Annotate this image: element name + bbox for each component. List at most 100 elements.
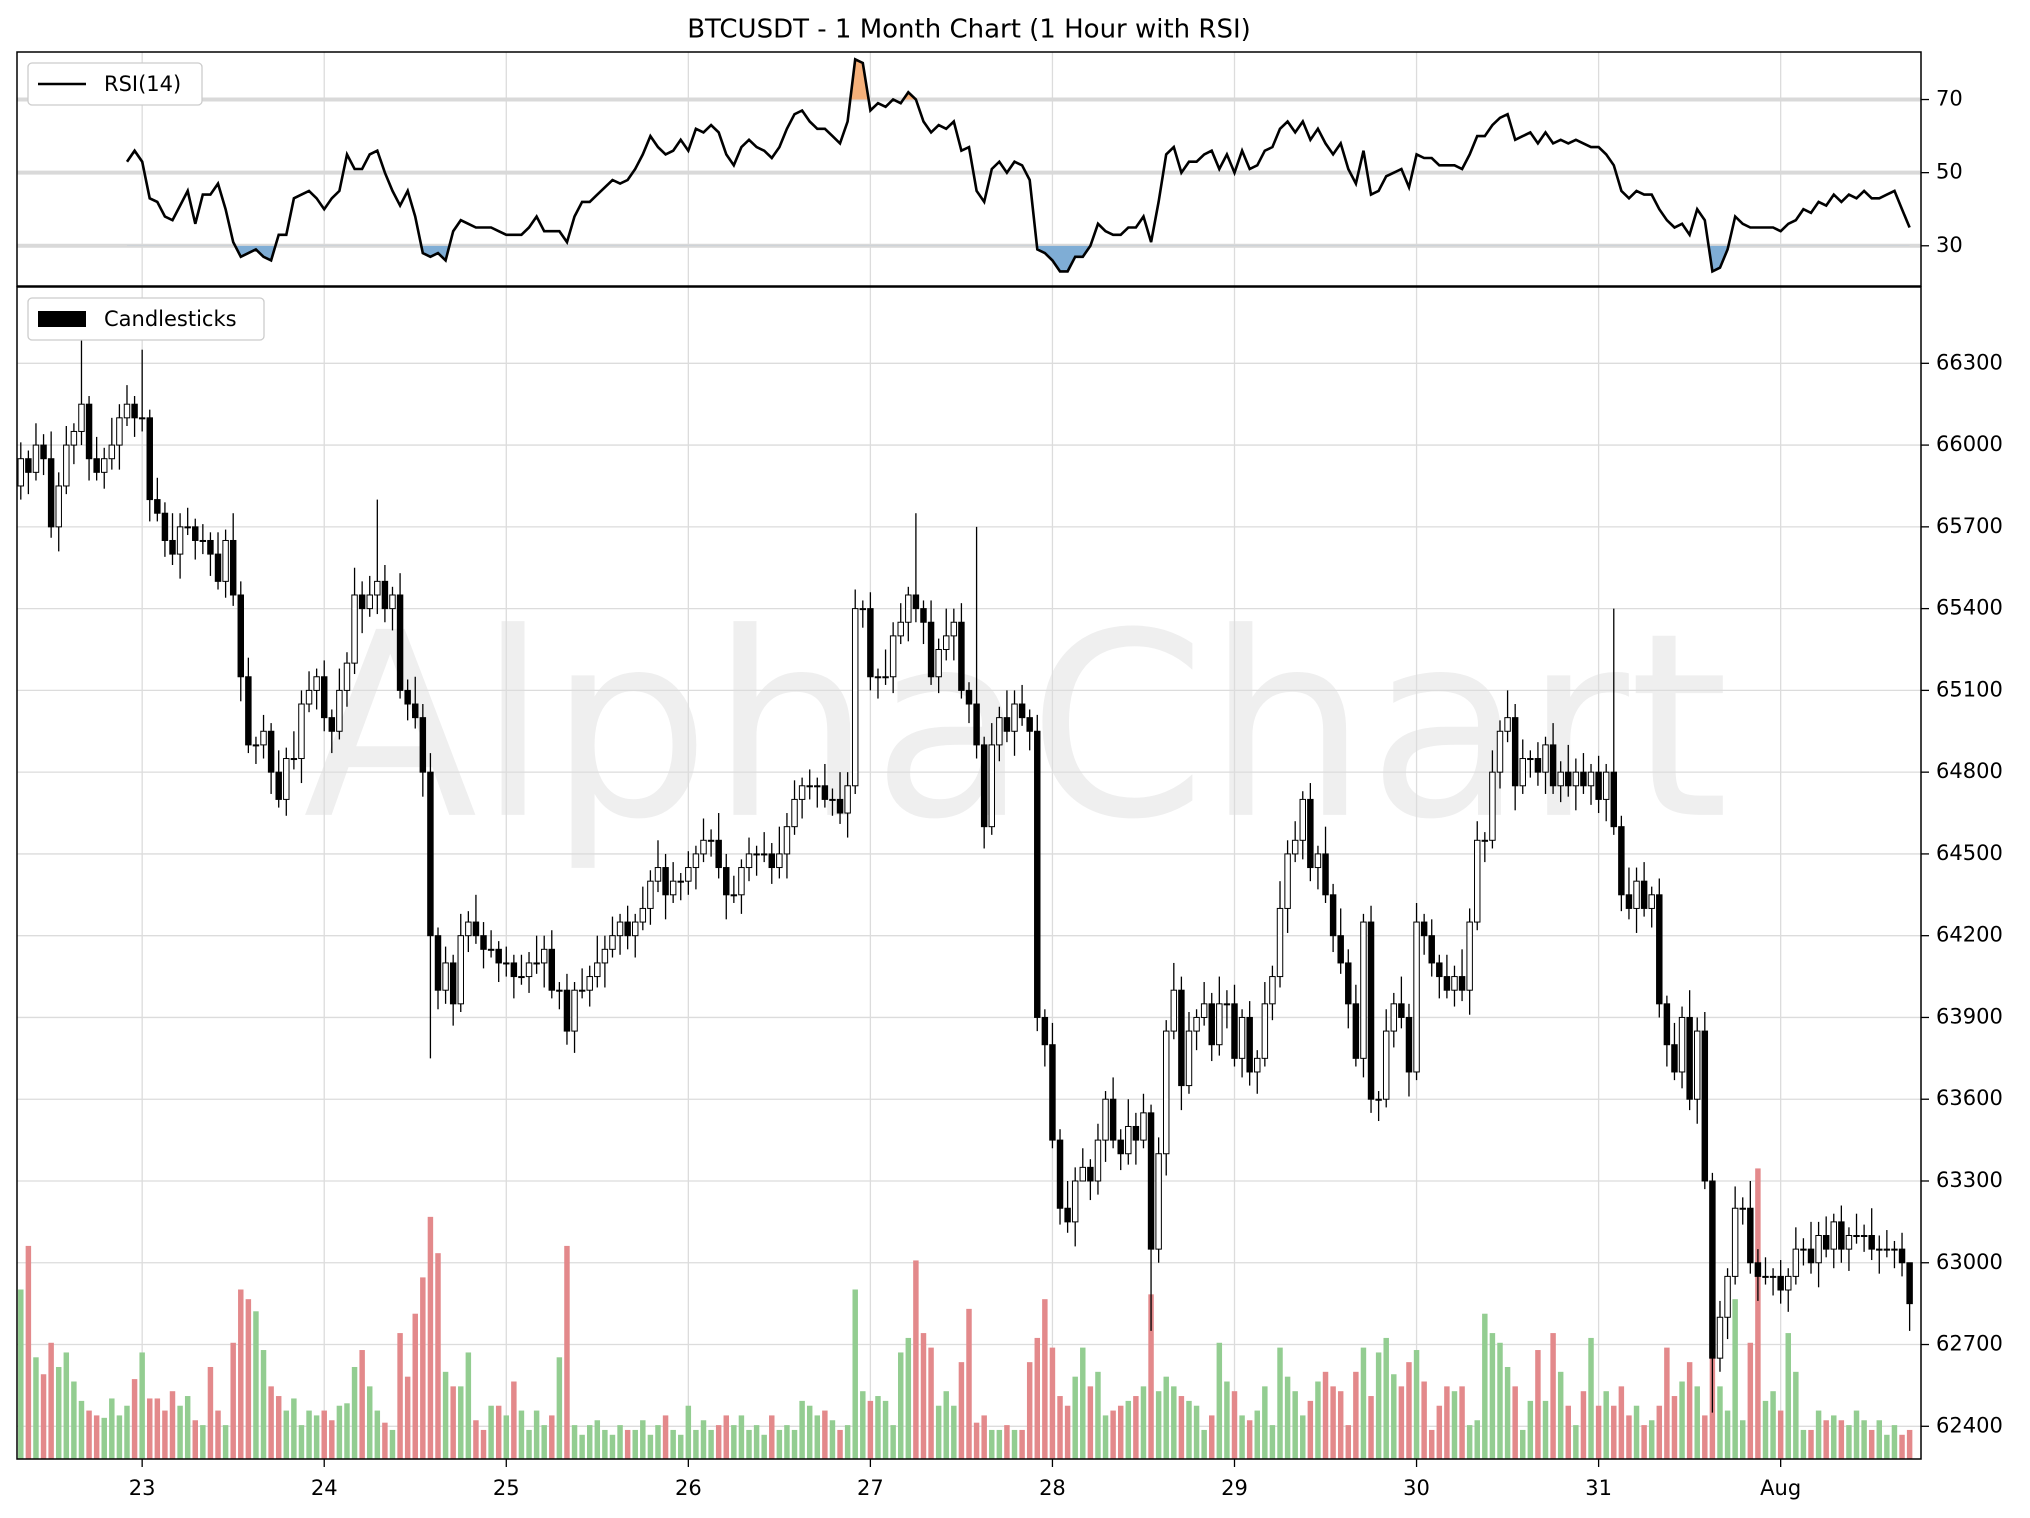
volume-bar <box>511 1381 517 1459</box>
candle-body <box>336 689 343 732</box>
candle-body <box>47 458 55 528</box>
volume-bar <box>109 1398 115 1459</box>
volume-bar <box>1732 1299 1738 1459</box>
candle-body <box>723 867 730 896</box>
candle-body <box>518 976 525 979</box>
candle-body <box>1800 1248 1807 1251</box>
y-tick-label: 70 <box>1936 87 1963 111</box>
volume-bar <box>260 1350 267 1459</box>
volume-bar <box>1648 1420 1655 1459</box>
candle-body <box>260 730 267 746</box>
candle-body <box>1527 758 1534 761</box>
volume-bar <box>1057 1396 1063 1459</box>
volume-bar <box>890 1425 896 1459</box>
volume-bar <box>715 1425 722 1459</box>
candle-body <box>1754 1262 1762 1277</box>
volume-bar <box>586 1425 593 1459</box>
volume-bar <box>1155 1391 1162 1459</box>
candle-body <box>161 512 169 541</box>
candle-body <box>533 962 540 965</box>
volume-bar <box>981 1415 987 1459</box>
candle-body <box>1542 744 1549 773</box>
candle-body <box>1860 1235 1868 1238</box>
volume-bar <box>1626 1415 1632 1459</box>
volume-bar <box>1747 1342 1754 1459</box>
candle-body <box>1261 1003 1269 1059</box>
volume-bar <box>1026 1362 1033 1459</box>
candle-body <box>1314 853 1322 869</box>
volume-bar <box>571 1425 578 1459</box>
candle-body <box>996 717 1003 746</box>
volume-bar <box>1246 1420 1253 1459</box>
volume-bar <box>298 1425 305 1459</box>
candle-body <box>358 594 366 610</box>
candle-body <box>1458 976 1466 991</box>
volume-bar <box>1292 1391 1298 1459</box>
candle-body <box>836 798 844 814</box>
candle-body <box>563 989 571 1032</box>
volume-bar <box>1777 1410 1784 1459</box>
volume-bar <box>1846 1425 1852 1459</box>
candle-body <box>290 758 298 761</box>
candle-body <box>897 621 904 637</box>
candle-body <box>351 594 358 664</box>
volume-bar <box>1573 1425 1579 1459</box>
candle-body <box>1822 1235 1830 1250</box>
candle-body <box>1656 894 1663 1005</box>
candle-body <box>1640 880 1648 909</box>
volume-bar <box>1421 1381 1427 1459</box>
candle-body <box>17 458 25 487</box>
volume-bar <box>268 1386 274 1459</box>
volume-bar <box>1815 1410 1822 1459</box>
candle-body <box>1155 1153 1162 1250</box>
volume-bar <box>1641 1425 1647 1459</box>
candle-body <box>1891 1248 1898 1251</box>
volume-bar <box>533 1410 540 1459</box>
candle-body <box>154 499 161 514</box>
volume-bar <box>1428 1429 1435 1459</box>
volume-bar <box>71 1381 77 1459</box>
volume-bar <box>488 1405 494 1459</box>
overbought-fill <box>850 59 916 100</box>
candle-body <box>495 948 502 964</box>
candle-body <box>169 539 176 555</box>
candle-body <box>988 744 995 828</box>
candle-body <box>1132 1125 1140 1141</box>
x-tick-label: 30 <box>1403 1476 1430 1500</box>
volume-bar <box>222 1425 229 1459</box>
volume-bar <box>1679 1381 1685 1459</box>
candle-body <box>1595 771 1602 800</box>
candle-body <box>1360 921 1367 1059</box>
candle-body <box>328 717 336 732</box>
candle-body <box>283 758 290 800</box>
volume-bar <box>708 1429 714 1459</box>
volume-bar <box>920 1333 927 1459</box>
candle-body <box>1883 1248 1891 1251</box>
candle-body <box>1602 771 1610 800</box>
rsi-line <box>125 57 1911 274</box>
y-tick-label: 66000 <box>1936 432 2003 456</box>
candle-body <box>859 608 867 611</box>
volume-bar <box>1512 1386 1518 1459</box>
volume-bar <box>1588 1337 1594 1459</box>
volume-bar <box>799 1400 805 1459</box>
y-tick-label: 65100 <box>1936 677 2003 701</box>
candle-body <box>1329 894 1337 937</box>
candle-body <box>943 635 950 651</box>
volume-bar <box>564 1245 570 1459</box>
volume-bar <box>526 1429 532 1459</box>
candle-body <box>1223 1003 1231 1006</box>
volume-bar <box>996 1429 1003 1459</box>
volume-bar <box>25 1245 32 1459</box>
candle-body <box>715 839 722 869</box>
candle-body <box>1064 1207 1071 1223</box>
candle-body <box>1724 1275 1731 1318</box>
volume-bar <box>814 1415 821 1459</box>
candle-body <box>434 935 442 991</box>
volume-bar <box>1899 1434 1905 1459</box>
candle-body <box>1109 1098 1117 1141</box>
volume-bar <box>1201 1429 1207 1459</box>
volume-bar <box>495 1405 502 1459</box>
volume-bar <box>951 1405 957 1459</box>
volume-bar <box>1520 1429 1526 1459</box>
